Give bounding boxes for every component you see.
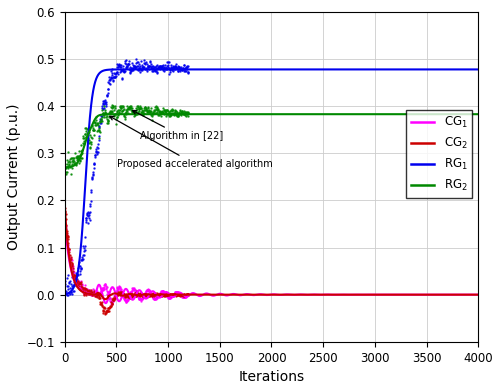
Text: Algorithm in [22]: Algorithm in [22] [132, 111, 224, 141]
Legend: CG$_1$, CG$_2$, RG$_1$, RG$_2$: CG$_1$, CG$_2$, RG$_1$, RG$_2$ [406, 110, 472, 197]
Y-axis label: Output Current (p.u.): Output Current (p.u.) [7, 104, 21, 250]
X-axis label: Iterations: Iterations [238, 370, 304, 384]
Text: Proposed accelerated algorithm: Proposed accelerated algorithm [110, 116, 273, 169]
